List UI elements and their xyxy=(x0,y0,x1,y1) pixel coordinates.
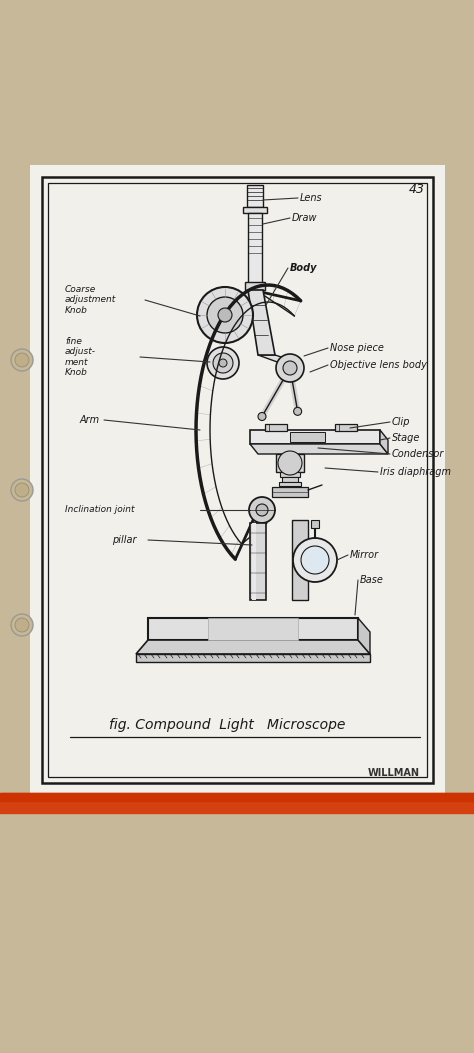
Circle shape xyxy=(207,297,243,333)
Text: Stage: Stage xyxy=(392,433,420,443)
Bar xyxy=(48,183,427,777)
Text: fine
adjust-
ment
Knob: fine adjust- ment Knob xyxy=(65,337,96,377)
Circle shape xyxy=(301,547,329,574)
Circle shape xyxy=(293,538,337,582)
Bar xyxy=(265,424,287,431)
Text: Iris diaphragm: Iris diaphragm xyxy=(380,466,451,477)
Bar xyxy=(292,520,308,600)
Circle shape xyxy=(249,497,275,523)
Polygon shape xyxy=(136,640,370,654)
Circle shape xyxy=(11,614,33,636)
Circle shape xyxy=(293,408,301,415)
Polygon shape xyxy=(248,290,275,355)
Text: Condensor: Condensor xyxy=(392,449,444,459)
Bar xyxy=(311,520,319,528)
Polygon shape xyxy=(250,444,388,454)
Polygon shape xyxy=(258,355,300,363)
Text: Mirror: Mirror xyxy=(350,550,379,560)
Text: WILLMAN: WILLMAN xyxy=(368,768,420,778)
Bar xyxy=(0,793,474,801)
Circle shape xyxy=(256,504,268,516)
Circle shape xyxy=(207,347,239,379)
Text: Nose piece: Nose piece xyxy=(330,343,384,353)
Text: Coarse
adjustment
Knob: Coarse adjustment Knob xyxy=(65,285,116,315)
Circle shape xyxy=(15,618,29,632)
Bar xyxy=(208,618,298,640)
Circle shape xyxy=(219,359,227,367)
Bar xyxy=(335,424,357,431)
Bar xyxy=(42,177,433,783)
Circle shape xyxy=(213,353,233,373)
Circle shape xyxy=(15,483,29,497)
Bar xyxy=(252,523,256,600)
Circle shape xyxy=(197,287,253,343)
Bar xyxy=(272,486,308,497)
Circle shape xyxy=(218,307,232,322)
Text: 43: 43 xyxy=(409,183,425,196)
Bar xyxy=(0,0,474,165)
Bar xyxy=(290,432,325,442)
Polygon shape xyxy=(358,618,370,654)
Circle shape xyxy=(278,451,302,475)
Bar xyxy=(250,430,380,444)
Bar xyxy=(148,618,358,640)
Circle shape xyxy=(11,479,33,501)
Bar xyxy=(276,454,304,472)
Text: Clip: Clip xyxy=(392,417,410,428)
Bar xyxy=(279,482,301,486)
Bar xyxy=(0,795,474,1053)
Text: Body: Body xyxy=(290,263,318,273)
Text: fig. Compound  Light   Microscope: fig. Compound Light Microscope xyxy=(109,718,345,732)
Bar xyxy=(247,185,263,207)
Text: pillar: pillar xyxy=(112,535,137,545)
Text: Base: Base xyxy=(360,575,384,585)
Text: Lens: Lens xyxy=(300,193,323,203)
Bar xyxy=(136,654,370,662)
Polygon shape xyxy=(380,430,388,454)
Circle shape xyxy=(15,353,29,367)
Bar xyxy=(280,472,300,477)
Circle shape xyxy=(276,354,304,382)
Text: Draw: Draw xyxy=(292,213,318,223)
Bar xyxy=(250,523,266,600)
Bar xyxy=(243,207,267,213)
Text: Inclination joint: Inclination joint xyxy=(65,505,135,515)
Bar xyxy=(0,793,474,813)
Bar xyxy=(245,282,265,290)
Bar xyxy=(282,477,298,482)
Circle shape xyxy=(283,361,297,375)
Circle shape xyxy=(11,349,33,371)
Circle shape xyxy=(258,413,266,420)
Text: Objective lens body: Objective lens body xyxy=(330,360,427,370)
Text: Arm: Arm xyxy=(80,415,100,425)
Bar xyxy=(30,165,445,795)
Bar xyxy=(248,213,262,290)
